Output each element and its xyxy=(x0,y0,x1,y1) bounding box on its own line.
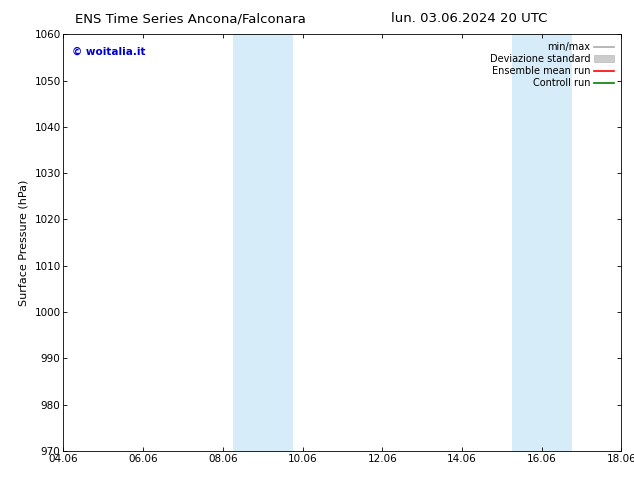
Bar xyxy=(512,34,571,451)
Text: ENS Time Series Ancona/Falconara: ENS Time Series Ancona/Falconara xyxy=(75,12,306,25)
Text: lun. 03.06.2024 20 UTC: lun. 03.06.2024 20 UTC xyxy=(391,12,547,25)
Bar xyxy=(233,34,292,451)
Y-axis label: Surface Pressure (hPa): Surface Pressure (hPa) xyxy=(19,179,29,306)
Text: © woitalia.it: © woitalia.it xyxy=(72,47,145,57)
Legend: min/max, Deviazione standard, Ensemble mean run, Controll run: min/max, Deviazione standard, Ensemble m… xyxy=(487,39,616,91)
